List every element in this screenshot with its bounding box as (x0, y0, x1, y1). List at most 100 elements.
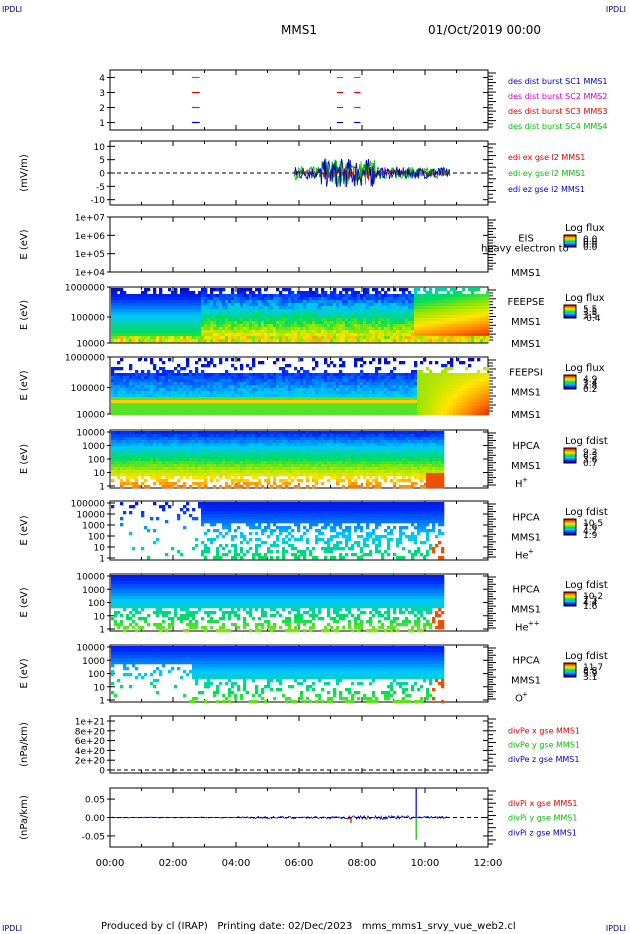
spectrogram-cell (369, 406, 373, 410)
spectrogram-cell (252, 339, 256, 343)
spectrogram-cell (243, 309, 247, 313)
spectrogram-cell (420, 333, 424, 337)
spectrogram-cell (150, 394, 154, 398)
spectrogram-cell (330, 409, 334, 413)
spectrogram-cell (171, 382, 175, 386)
spectrogram-cell (345, 309, 349, 313)
spectrogram-cell (201, 336, 205, 340)
spectrogram-cell (408, 312, 412, 316)
spectrogram-cell (360, 373, 364, 377)
spectrogram-cell (120, 440, 124, 444)
spectrogram-cell (138, 321, 142, 325)
spectrogram-cell (291, 330, 295, 334)
spectrogram-cell (387, 327, 391, 331)
spectrogram-cell (462, 309, 466, 313)
spectrogram-cell (234, 379, 238, 383)
spectrogram-cell (417, 318, 421, 322)
spectrogram-cell (354, 397, 358, 401)
spectrogram-cell (135, 437, 139, 441)
spectrogram-cell (423, 412, 427, 416)
spectrogram-cell (459, 376, 463, 380)
spectrogram-cell (129, 449, 133, 453)
spectrogram-cell (243, 403, 247, 407)
spectrogram-cell (129, 443, 133, 447)
spectrogram-cell (483, 400, 487, 404)
spectrogram-cell (126, 382, 130, 386)
spectrogram-cell (297, 382, 301, 386)
spectrogram-cell (201, 309, 205, 313)
spectrogram-cell (417, 406, 421, 410)
spectrogram-cell (132, 394, 136, 398)
spectrogram-cell (474, 403, 478, 407)
spectrogram-cell (213, 379, 217, 383)
spectrogram-cell (486, 318, 490, 322)
y-tick-label: -10 (90, 196, 105, 206)
spectrogram-cell (129, 409, 133, 413)
spectrogram-cell (465, 394, 469, 398)
spectrogram-cell (342, 333, 346, 337)
spectrogram-cell (297, 306, 301, 310)
spectrogram-cell (342, 373, 346, 377)
spectrogram-cell (363, 327, 367, 331)
spectrogram-cell (303, 297, 307, 301)
spectrogram-cell (405, 382, 409, 386)
spectrogram-cell (339, 391, 343, 395)
spectrogram-cell (159, 312, 163, 316)
spectrogram-cell (237, 409, 241, 413)
spectrogram-cell (408, 306, 412, 310)
spectrogram-cell (174, 394, 178, 398)
spectrogram-cell (198, 412, 202, 416)
spectrogram-cell (381, 376, 385, 380)
spectrogram-cell (144, 315, 148, 319)
spectrogram-cell (129, 297, 133, 301)
spectrogram-cell (249, 382, 253, 386)
spectrogram-cell (369, 373, 373, 377)
spectrogram-cell (225, 336, 229, 340)
spectrogram-cell (426, 412, 430, 416)
spectrogram-cell (294, 406, 298, 410)
spectrogram-cell (255, 315, 259, 319)
spectrogram-cell (360, 397, 364, 401)
spectrogram-cell (441, 388, 445, 392)
spectrogram-cell (150, 309, 154, 313)
spectrogram-cell (321, 300, 325, 304)
spectrogram-cell (195, 382, 199, 386)
spectrogram-cell (327, 297, 331, 301)
spectrogram-cell (210, 294, 214, 298)
spectrogram-cell (189, 370, 193, 374)
spectrogram-cell (156, 315, 160, 319)
spectrogram-cell (330, 379, 334, 383)
spectrogram-cell (396, 339, 400, 343)
spectrogram-cell (177, 431, 181, 435)
spectrogram-cell (276, 327, 280, 331)
spectrogram-cell (432, 306, 436, 310)
spectrogram-cell (402, 361, 406, 365)
spectrogram-cell (372, 406, 376, 410)
spectrogram-cell (141, 406, 145, 410)
spectrogram-cell (390, 370, 394, 374)
spectrogram-cell (474, 297, 478, 301)
spectrogram-cell (213, 309, 217, 313)
spectrogram-cell (285, 379, 289, 383)
spectrogram-cell (135, 479, 139, 483)
spectrogram-cell (132, 315, 136, 319)
spectrogram-cell (192, 297, 196, 301)
spectrogram-cell (252, 373, 256, 377)
spectrogram-cell (273, 324, 277, 328)
spectrogram-cell (219, 318, 223, 322)
spectrogram-cell (231, 321, 235, 325)
spectrogram-cell (117, 470, 121, 474)
spectrogram-cell (462, 361, 466, 365)
spectrogram-cell (171, 406, 175, 410)
spectrogram-cell (279, 373, 283, 377)
spectrogram-cell (135, 300, 139, 304)
spectrogram-cell (444, 397, 448, 401)
spectrogram-cell (351, 406, 355, 410)
spectrogram-cell (258, 339, 262, 343)
spectrogram-cell (156, 458, 160, 462)
spectrogram-cell (123, 464, 127, 468)
spectrogram-cell (120, 431, 124, 435)
spectrogram-cell (369, 294, 373, 298)
spectrogram-cell (264, 379, 268, 383)
spectrogram-cell (132, 336, 136, 340)
